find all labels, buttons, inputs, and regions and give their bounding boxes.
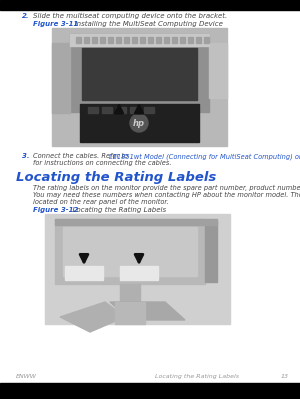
Text: 3.: 3. [22, 153, 29, 159]
Bar [116, 107, 126, 113]
Bar [164, 37, 169, 43]
Bar [209, 43, 227, 98]
Text: hp: hp [133, 119, 145, 128]
Bar [115, 302, 145, 324]
Bar [92, 37, 97, 43]
Bar [140, 37, 145, 43]
Bar [65, 266, 103, 280]
Bar [0, 383, 300, 399]
Text: You may need these numbers when contacting HP about the monitor model. The ratin: You may need these numbers when contacti… [33, 192, 300, 198]
Bar [84, 37, 89, 43]
Bar [52, 43, 70, 113]
Bar [88, 107, 98, 113]
Text: Locating the Rating Labels: Locating the Rating Labels [68, 207, 166, 213]
Bar [45, 214, 230, 324]
Text: 2.: 2. [22, 13, 29, 19]
Text: 13: 13 [281, 374, 289, 379]
Bar [124, 37, 129, 43]
Bar [0, 0, 300, 10]
Text: Slide the multiseat computing device onto the bracket.: Slide the multiseat computing device ont… [33, 13, 227, 19]
Bar [130, 107, 140, 113]
Text: Connect the cables. Refer to: Connect the cables. Refer to [33, 153, 130, 159]
Text: located on the rear panel of the monitor.: located on the rear panel of the monitor… [33, 199, 169, 205]
Bar [70, 34, 209, 112]
Bar [196, 37, 201, 43]
Bar [144, 107, 154, 113]
Bar [80, 104, 199, 142]
Text: for instructions on connecting the cables.: for instructions on connecting the cable… [33, 160, 172, 166]
Bar [108, 37, 113, 43]
Text: The rating labels on the monitor provide the spare part number, product number, : The rating labels on the monitor provide… [33, 185, 300, 191]
Polygon shape [110, 302, 185, 320]
Bar [132, 37, 137, 43]
Bar [70, 34, 209, 46]
Bar [172, 37, 177, 43]
Circle shape [130, 114, 148, 132]
Bar [116, 37, 121, 43]
Bar [140, 390, 300, 399]
Bar [76, 37, 81, 43]
Bar [120, 284, 140, 302]
Bar [180, 37, 185, 43]
Text: ENWW: ENWW [16, 374, 37, 379]
Bar [204, 37, 209, 43]
Bar [120, 266, 158, 280]
Bar [102, 107, 112, 113]
Bar [156, 37, 161, 43]
Text: Figure 3-11: Figure 3-11 [33, 21, 78, 27]
Text: Locating the Rating Labels: Locating the Rating Labels [155, 374, 239, 379]
Bar [63, 227, 197, 276]
Polygon shape [60, 302, 125, 332]
Text: LE1851wt Model (Connecting for MultiSeat Computing) on page 7: LE1851wt Model (Connecting for MultiSeat… [109, 153, 300, 160]
Bar [205, 221, 217, 282]
Bar [188, 37, 193, 43]
Bar [55, 219, 217, 225]
Text: Locating the Rating Labels: Locating the Rating Labels [16, 171, 216, 184]
Bar [82, 48, 197, 100]
Text: Installing the MultiSeat Computing Device: Installing the MultiSeat Computing Devic… [70, 21, 223, 27]
Bar [148, 37, 153, 43]
Bar [100, 37, 105, 43]
Text: Figure 3-12: Figure 3-12 [33, 207, 78, 213]
Bar [55, 219, 205, 284]
Bar [52, 28, 227, 146]
